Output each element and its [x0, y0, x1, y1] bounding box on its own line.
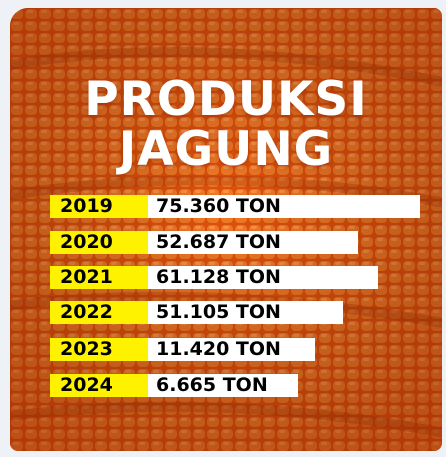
- year: 2022: [50, 301, 148, 324]
- year: 2024: [50, 374, 148, 397]
- year: 2020: [50, 231, 148, 254]
- amount: 6.665 TON: [148, 374, 298, 397]
- year: 2021: [50, 266, 148, 289]
- row: 2020 52.687 TON: [50, 231, 358, 254]
- amount: 75.360 TON: [148, 195, 420, 218]
- row: 2022 51.105 TON: [50, 301, 343, 324]
- amount: 11.420 TON: [148, 338, 315, 361]
- year: 2023: [50, 338, 148, 361]
- infographic-card: PRODUKSI JAGUNG 2019 75.360 TON 2020 52.687…: [10, 8, 442, 451]
- amount: 51.105 TON: [148, 301, 343, 324]
- title: JAGUNG: [118, 122, 334, 177]
- row: 2021 61.128 TON: [50, 266, 378, 289]
- amount: 61.128 TON: [148, 266, 378, 289]
- row: 2023 11.420 TON: [50, 338, 315, 361]
- row: 2019 75.360 TON: [50, 195, 420, 218]
- amount: 52.687 TON: [148, 231, 358, 254]
- row: 2024 6.665 TON: [50, 374, 298, 397]
- title: PRODUKSI: [84, 72, 368, 127]
- year: 2019: [50, 195, 148, 218]
